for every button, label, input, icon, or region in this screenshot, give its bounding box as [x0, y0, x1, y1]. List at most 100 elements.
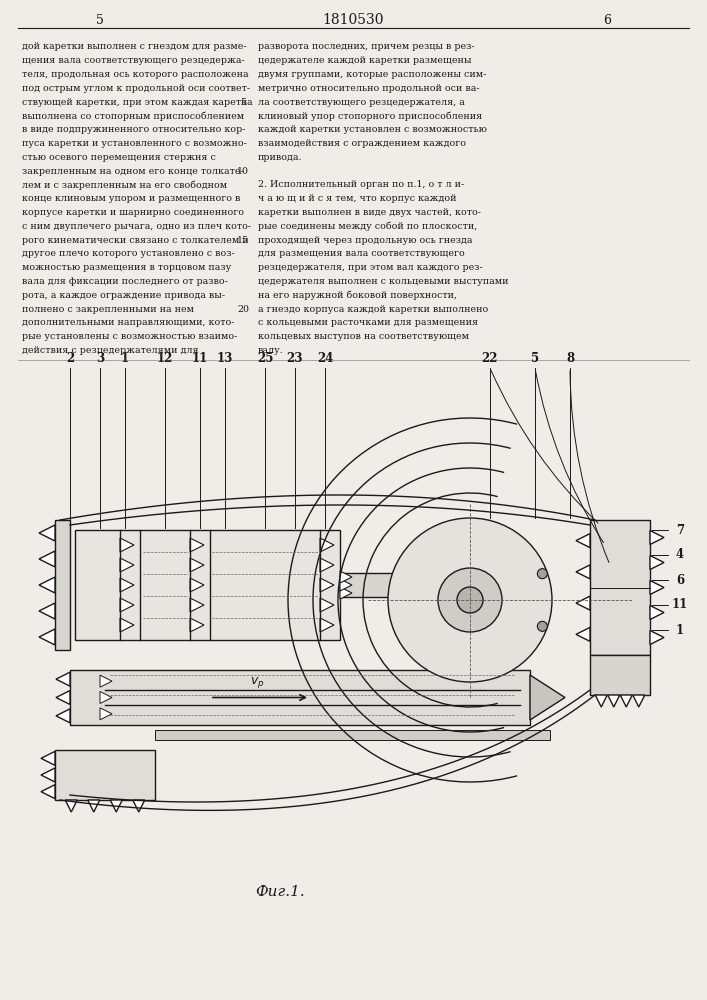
Polygon shape — [190, 558, 204, 572]
Polygon shape — [41, 768, 55, 782]
Text: 13: 13 — [217, 352, 233, 365]
Text: резцедержателя, при этом вал каждого рез-: резцедержателя, при этом вал каждого рез… — [258, 263, 483, 272]
Polygon shape — [39, 577, 55, 593]
Text: 4: 4 — [676, 548, 684, 562]
Polygon shape — [88, 800, 100, 812]
Text: Фиг.1.: Фиг.1. — [255, 885, 305, 899]
Polygon shape — [340, 579, 352, 591]
Text: 5: 5 — [96, 13, 104, 26]
Text: цедержателе каждой каретки размещены: цедержателе каждой каретки размещены — [258, 56, 472, 65]
Polygon shape — [650, 605, 664, 619]
Polygon shape — [65, 800, 77, 812]
Text: метрично относительно продольной оси ва-: метрично относительно продольной оси ва- — [258, 84, 479, 93]
Bar — [70, 670, 530, 725]
Polygon shape — [100, 675, 112, 687]
Polygon shape — [56, 690, 70, 704]
Circle shape — [438, 568, 502, 632]
Text: разворота последних, причем резцы в рез-: разворота последних, причем резцы в рез- — [258, 42, 474, 51]
Text: с ним двуплечего рычага, одно из плеч кото-: с ним двуплечего рычага, одно из плеч ко… — [22, 222, 251, 231]
Text: выполнена со стопорным приспособлением: выполнена со стопорным приспособлением — [22, 111, 244, 121]
Text: стью осевого перемещения стержня с: стью осевого перемещения стержня с — [22, 153, 216, 162]
Text: 24: 24 — [317, 352, 333, 365]
Text: рого кинематически связано с толкателем и: рого кинематически связано с толкателем … — [22, 236, 249, 245]
Polygon shape — [56, 709, 70, 723]
Text: кольцевых выступов на соответствующем: кольцевых выступов на соответствующем — [258, 332, 469, 341]
Text: 1: 1 — [676, 624, 684, 637]
Polygon shape — [39, 629, 55, 645]
Circle shape — [537, 621, 547, 631]
Text: клиновый упор стопорного приспособления: клиновый упор стопорного приспособления — [258, 111, 482, 121]
Polygon shape — [650, 580, 664, 594]
Text: 22: 22 — [481, 352, 498, 365]
Polygon shape — [39, 603, 55, 619]
Polygon shape — [120, 538, 134, 552]
Text: пуса каретки и установленного с возможно-: пуса каретки и установленного с возможно… — [22, 139, 247, 148]
Text: привода.: привода. — [258, 153, 303, 162]
Circle shape — [537, 569, 547, 579]
Polygon shape — [633, 695, 645, 707]
Text: взаимодействия с ограждением каждого: взаимодействия с ограждением каждого — [258, 139, 466, 148]
Polygon shape — [650, 530, 664, 544]
Polygon shape — [55, 520, 70, 650]
Text: конце клиновым упором и размещенного в: конце клиновым упором и размещенного в — [22, 194, 240, 203]
Polygon shape — [576, 534, 590, 548]
Text: 1810530: 1810530 — [322, 13, 384, 27]
Text: 6: 6 — [676, 574, 684, 586]
Text: для размещения вала соответствующего: для размещения вала соответствующего — [258, 249, 464, 258]
Text: 11: 11 — [672, 598, 688, 611]
Polygon shape — [595, 695, 607, 707]
Text: рые соединены между собой по плоскости,: рые соединены между собой по плоскости, — [258, 222, 477, 231]
Text: ствующей каретки, при этом каждая каретка: ствующей каретки, при этом каждая каретк… — [22, 98, 252, 107]
Polygon shape — [120, 558, 134, 572]
Polygon shape — [190, 598, 204, 612]
Text: $v_p$: $v_p$ — [250, 674, 264, 690]
Polygon shape — [133, 800, 145, 812]
Text: 8: 8 — [566, 352, 574, 365]
Polygon shape — [576, 565, 590, 579]
Polygon shape — [41, 751, 55, 765]
Polygon shape — [320, 618, 334, 632]
Text: 7: 7 — [676, 524, 684, 536]
Text: 2. Исполнительный орган по п.1, о т л и-: 2. Исполнительный орган по п.1, о т л и- — [258, 180, 464, 189]
Text: 10: 10 — [237, 167, 249, 176]
Polygon shape — [120, 598, 134, 612]
Polygon shape — [620, 695, 632, 707]
Text: 12: 12 — [157, 352, 173, 365]
Text: корпусе каретки и шарнирно соединенного: корпусе каретки и шарнирно соединенного — [22, 208, 244, 217]
Bar — [590, 655, 650, 695]
Polygon shape — [340, 587, 352, 599]
Circle shape — [457, 587, 483, 613]
Polygon shape — [320, 598, 334, 612]
Text: другое плечо которого установлено с воз-: другое плечо которого установлено с воз- — [22, 249, 235, 258]
Polygon shape — [100, 708, 112, 720]
Text: 15: 15 — [237, 236, 249, 245]
Text: двумя группами, которые расположены сим-: двумя группами, которые расположены сим- — [258, 70, 486, 79]
Polygon shape — [56, 672, 70, 686]
Polygon shape — [576, 627, 590, 641]
Text: проходящей через продольную ось гнезда: проходящей через продольную ось гнезда — [258, 236, 472, 245]
Text: а гнездо корпуса каждой каретки выполнено: а гнездо корпуса каждой каретки выполнен… — [258, 305, 489, 314]
Polygon shape — [120, 618, 134, 632]
Text: валу.: валу. — [258, 346, 284, 355]
Text: цедержателя выполнен с кольцевыми выступами: цедержателя выполнен с кольцевыми выступ… — [258, 277, 508, 286]
Text: вала для фиксации последнего от разво-: вала для фиксации последнего от разво- — [22, 277, 228, 286]
Text: с кольцевыми расточками для размещения: с кольцевыми расточками для размещения — [258, 318, 478, 327]
Text: 1: 1 — [121, 352, 129, 365]
Bar — [590, 520, 650, 655]
Polygon shape — [650, 556, 664, 570]
Text: щения вала соответствующего резцедержа-: щения вала соответствующего резцедержа- — [22, 56, 245, 65]
Bar — [75, 530, 340, 640]
Text: 25: 25 — [257, 352, 273, 365]
Text: 20: 20 — [237, 305, 249, 314]
Circle shape — [388, 518, 552, 682]
Bar — [55, 750, 155, 800]
Text: закрепленным на одном его конце толкате-: закрепленным на одном его конце толкате- — [22, 167, 244, 176]
Text: 6: 6 — [603, 13, 611, 26]
Polygon shape — [190, 538, 204, 552]
Text: ч а ю щ и й с я тем, что корпус каждой: ч а ю щ и й с я тем, что корпус каждой — [258, 194, 457, 203]
Text: 5: 5 — [531, 352, 539, 365]
Text: 5: 5 — [240, 98, 246, 107]
Bar — [340, 573, 520, 597]
Bar — [155, 730, 550, 740]
Text: рота, а каждое ограждение привода вы-: рота, а каждое ограждение привода вы- — [22, 291, 225, 300]
